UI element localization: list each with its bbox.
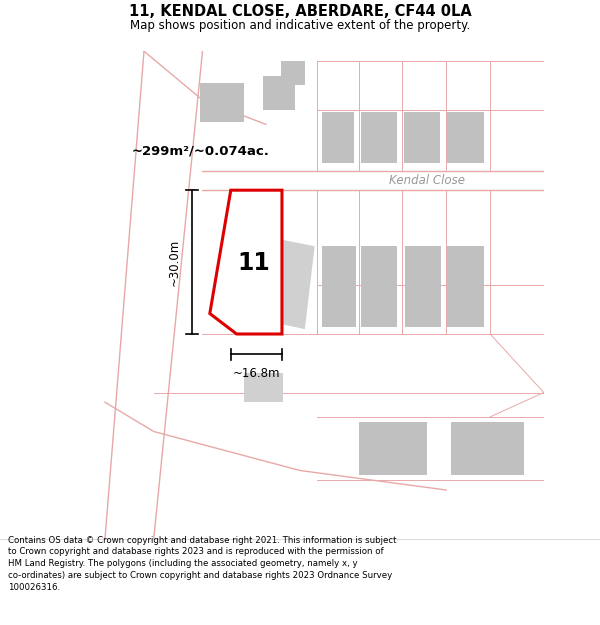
Text: ~16.8m: ~16.8m (233, 367, 280, 379)
Polygon shape (244, 373, 283, 402)
Polygon shape (404, 112, 440, 163)
Polygon shape (447, 112, 484, 163)
Text: ~30.0m: ~30.0m (168, 239, 181, 286)
Polygon shape (322, 112, 353, 163)
Text: Kendal Close: Kendal Close (389, 174, 465, 187)
Text: Map shows position and indicative extent of the property.: Map shows position and indicative extent… (130, 19, 470, 32)
Text: ~299m²/~0.074ac.: ~299m²/~0.074ac. (132, 144, 269, 158)
Polygon shape (405, 246, 442, 327)
Polygon shape (447, 246, 484, 327)
Polygon shape (322, 246, 356, 327)
Polygon shape (359, 422, 427, 476)
Text: 11, KENDAL CLOSE, ABERDARE, CF44 0LA: 11, KENDAL CLOSE, ABERDARE, CF44 0LA (128, 4, 472, 19)
Polygon shape (451, 422, 524, 476)
Polygon shape (361, 112, 397, 163)
Polygon shape (361, 246, 397, 327)
Text: 11: 11 (238, 251, 270, 275)
Polygon shape (263, 76, 295, 110)
Polygon shape (200, 83, 244, 122)
Text: Contains OS data © Crown copyright and database right 2021. This information is : Contains OS data © Crown copyright and d… (8, 536, 397, 592)
Polygon shape (259, 236, 314, 329)
Polygon shape (210, 190, 282, 334)
Polygon shape (281, 61, 305, 86)
